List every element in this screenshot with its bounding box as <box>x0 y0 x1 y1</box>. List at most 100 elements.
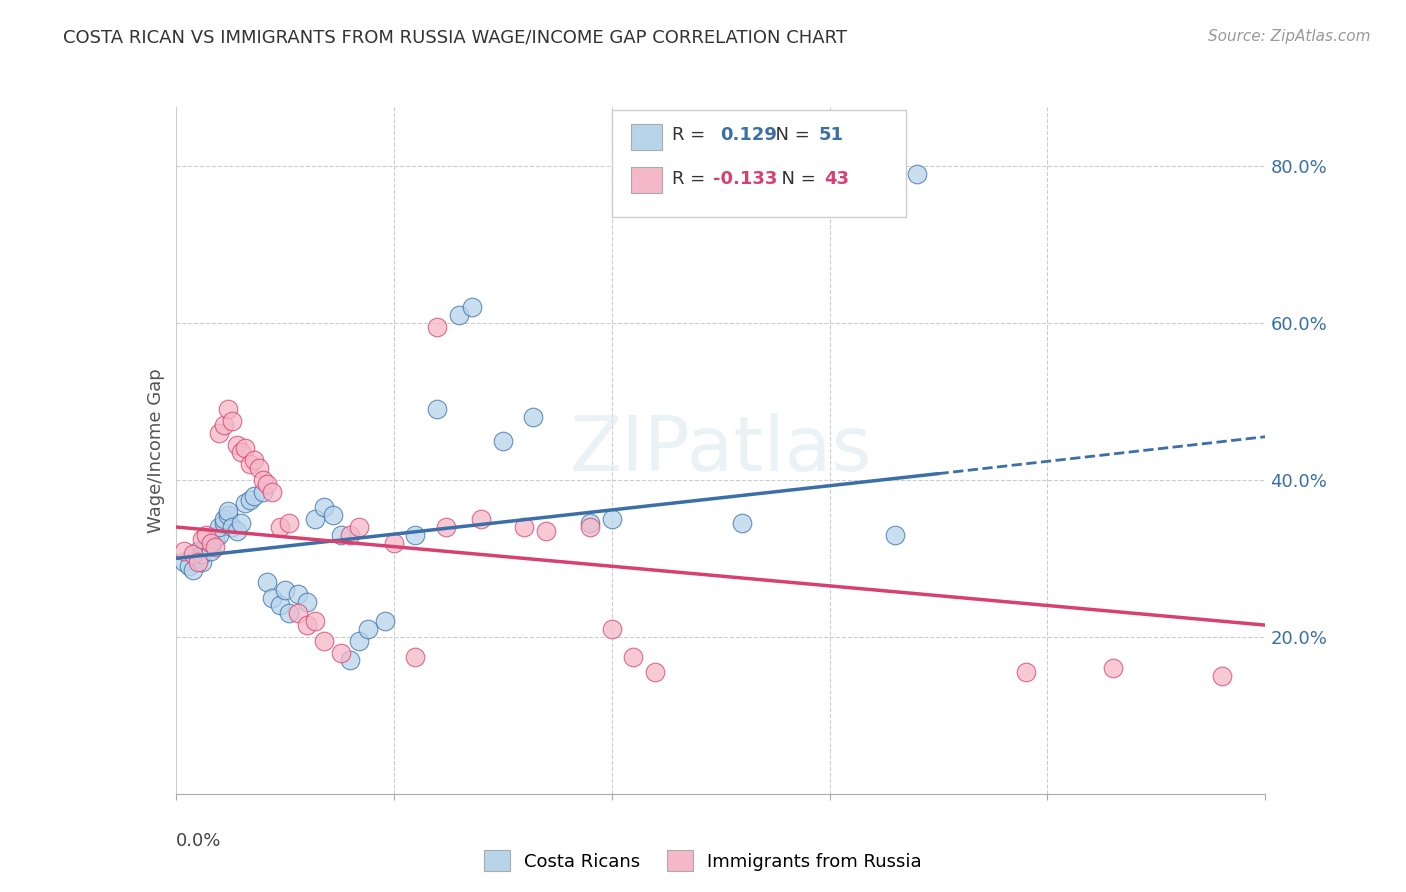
Point <box>884 528 907 542</box>
Text: N =: N = <box>765 126 815 144</box>
FancyBboxPatch shape <box>631 167 662 193</box>
Point <box>1102 661 1125 675</box>
Point <box>195 540 218 554</box>
Point <box>212 417 235 432</box>
Point <box>304 512 326 526</box>
Point <box>600 622 623 636</box>
Point <box>235 496 257 510</box>
Point <box>186 551 209 566</box>
Text: 51: 51 <box>818 126 844 144</box>
Point <box>600 512 623 526</box>
Point <box>212 516 235 530</box>
Point <box>181 548 204 562</box>
Point <box>256 574 278 589</box>
Point <box>447 308 470 322</box>
Point <box>405 528 427 542</box>
Point <box>200 535 222 549</box>
Text: N =: N = <box>769 170 821 188</box>
Point <box>243 453 266 467</box>
Text: COSTA RICAN VS IMMIGRANTS FROM RUSSIA WAGE/INCOME GAP CORRELATION CHART: COSTA RICAN VS IMMIGRANTS FROM RUSSIA WA… <box>63 29 848 46</box>
Point <box>731 516 754 530</box>
Point <box>186 555 209 569</box>
Point <box>339 528 361 542</box>
Point <box>231 516 253 530</box>
Point <box>204 532 226 546</box>
Text: ZIPatlas: ZIPatlas <box>569 414 872 487</box>
Text: R =: R = <box>672 126 710 144</box>
Point <box>274 582 297 597</box>
Legend: Costa Ricans, Immigrants from Russia: Costa Ricans, Immigrants from Russia <box>477 843 929 879</box>
Point <box>330 646 353 660</box>
Point <box>269 599 291 613</box>
Point <box>239 492 262 507</box>
Point <box>243 489 266 503</box>
Point <box>260 591 283 605</box>
Point <box>269 520 291 534</box>
Point <box>426 402 449 417</box>
Point <box>322 508 344 523</box>
Point <box>217 508 239 523</box>
Text: R =: R = <box>672 170 710 188</box>
Point <box>217 504 239 518</box>
Point <box>405 649 427 664</box>
Point <box>330 528 353 542</box>
Point <box>235 442 257 456</box>
Point <box>287 607 309 621</box>
Point <box>356 622 378 636</box>
Point <box>186 543 209 558</box>
Point <box>260 484 283 499</box>
Point <box>374 614 396 628</box>
Point <box>426 319 449 334</box>
Point <box>347 520 370 534</box>
Text: -0.133: -0.133 <box>713 170 778 188</box>
Point <box>339 653 361 667</box>
Point <box>208 425 231 440</box>
Point <box>195 528 218 542</box>
Point <box>278 607 301 621</box>
FancyBboxPatch shape <box>631 124 662 151</box>
Point <box>252 473 274 487</box>
Point <box>225 437 247 451</box>
Point <box>212 512 235 526</box>
Point <box>173 555 195 569</box>
Point <box>461 300 484 314</box>
Point <box>492 434 515 448</box>
Point <box>231 445 253 459</box>
Point <box>534 524 557 538</box>
Point <box>312 633 335 648</box>
Point <box>208 520 231 534</box>
Point <box>217 402 239 417</box>
Point <box>191 548 214 562</box>
Point <box>191 532 214 546</box>
Point <box>287 587 309 601</box>
Point <box>173 543 195 558</box>
Point <box>1211 669 1233 683</box>
Point <box>225 524 247 538</box>
Point <box>239 457 262 471</box>
Point <box>256 476 278 491</box>
Y-axis label: Wage/Income Gap: Wage/Income Gap <box>146 368 165 533</box>
FancyBboxPatch shape <box>612 111 905 217</box>
Point <box>295 618 318 632</box>
Point <box>1015 665 1038 680</box>
Point <box>200 543 222 558</box>
Point <box>304 614 326 628</box>
Point <box>191 555 214 569</box>
Text: 0.129: 0.129 <box>721 126 778 144</box>
Point <box>181 563 204 577</box>
Point <box>252 484 274 499</box>
Point <box>382 535 405 549</box>
Point <box>644 665 666 680</box>
Point <box>247 461 270 475</box>
Point <box>434 520 457 534</box>
Point <box>208 528 231 542</box>
Point <box>204 540 226 554</box>
Point <box>470 512 492 526</box>
Point <box>200 535 222 549</box>
Point <box>579 516 602 530</box>
Point <box>347 633 370 648</box>
Point <box>312 500 335 515</box>
Point <box>621 649 644 664</box>
Point <box>905 167 928 181</box>
Point <box>522 410 544 425</box>
